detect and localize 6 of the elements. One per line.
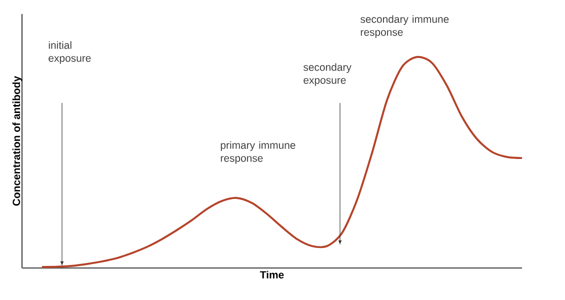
annotation: secondary exposure — [304, 63, 352, 86]
x-axis-title: Time — [260, 270, 284, 279]
text: secondary immune response — [360, 15, 449, 38]
annotation: initial exposure — [48, 41, 91, 64]
annotation: primary immune response — [220, 141, 296, 164]
y-axis-title: Concentration of antibody — [12, 76, 22, 206]
